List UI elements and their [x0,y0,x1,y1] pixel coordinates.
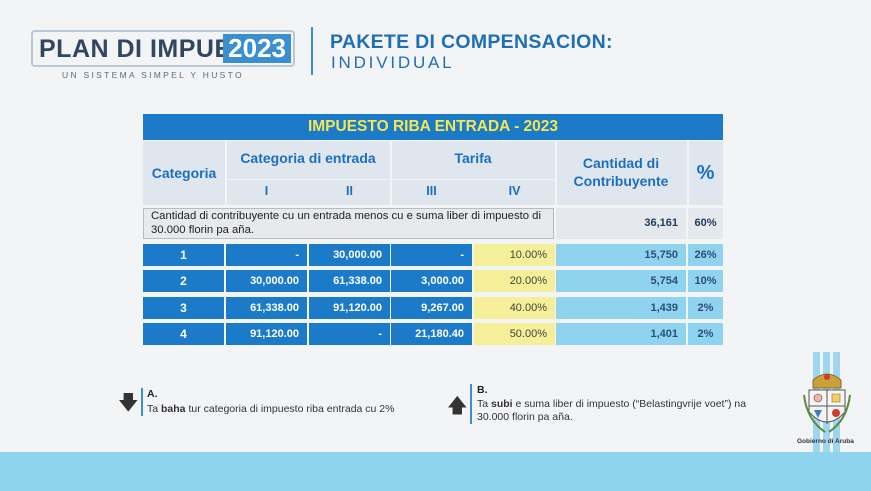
row-3-ii: 91,120.00 [309,297,390,319]
subheader-divider [226,179,555,180]
row-1-i: - [226,244,307,266]
row-1-count: 15,750 [556,244,686,266]
row-1-ii: 30,000.00 [309,244,390,266]
page-subtitle: INDIVIDUAL [331,53,455,72]
row-2-iii: 3,000.00 [391,270,472,292]
subheader-iii: III [426,184,437,198]
row-4-iv: 50.00% [474,323,555,345]
logo: PLAN DI IMPUESTO 2023 [31,30,295,67]
row-4-pct: 2% [688,323,723,345]
row-2-categoria: 2 [143,270,224,292]
header-categoria-di-entrada: Categoria di entrada [240,150,376,166]
row-2-i: 30,000.00 [226,270,307,292]
table-title: IMPUESTO RIBA ENTRADA - 2023 [143,114,723,140]
row-4-iii: 21,180.40 [391,323,472,345]
coat-of-arms-icon [803,352,851,452]
table-header [143,141,723,205]
crest-label: Gobierno di Aruba [797,438,854,445]
page-title: PAKETE DI COMPENSACION: [330,31,613,53]
logo-year: 2023 [223,34,291,63]
note-count: 36,161 [556,208,686,239]
row-2-ii: 61,338.00 [309,270,390,292]
row-4-categoria: 4 [143,323,224,345]
subheader-iv: IV [508,184,521,198]
arrow-up-icon: 🡅 [447,395,468,417]
row-1-iv: 10.00% [474,244,555,266]
row-4-ii: - [309,323,390,345]
row-4-i: 91,120.00 [226,323,307,345]
header-divider [311,27,313,75]
row-1-iii: - [391,244,472,266]
subheader-i: I [264,184,269,198]
footnote-b-bar [470,384,472,424]
note-pct: 60% [688,208,723,239]
header-cantidad: Cantidad di Contribuyente [573,155,669,189]
row-2-count: 5,754 [556,270,686,292]
row-3-categoria: 3 [143,297,224,319]
row-3-count: 1,439 [556,297,686,319]
footer-band [0,452,871,491]
row-3-pct: 2% [688,297,723,319]
subheader-ii: II [346,184,353,198]
row-3-iii: 9,267.00 [391,297,472,319]
footnote-a-bar [141,388,143,416]
row-3-i: 61,338.00 [226,297,307,319]
note-row: Cantidad di contribuyente cu un entrada … [143,208,554,239]
tagline: UN SISTEMA SIMPEL Y HUSTO [62,70,244,80]
footnote-a-text: Ta baha tur categoria di impuesto riba e… [147,403,395,415]
header-pct: % [696,162,715,184]
row-1-categoria: 1 [143,244,224,266]
row-1-pct: 26% [688,244,723,266]
row-2-iv: 20.00% [474,270,555,292]
note-text: Cantidad di contribuyente cu un entrada … [151,210,541,236]
footnote-b-text: Ta subi e suma liber di impuesto (“Belas… [477,398,747,423]
row-3-iv: 40.00% [474,297,555,319]
footnote-a-letter: A. [147,388,158,400]
arrow-down-icon: 🡇 [118,392,139,414]
header-categoria: Categoria [151,165,217,181]
row-4-count: 1,401 [556,323,686,345]
footnote-b-letter: B. [477,384,488,396]
header-tarifa: Tarifa [454,150,492,166]
row-2-pct: 10% [688,270,723,292]
